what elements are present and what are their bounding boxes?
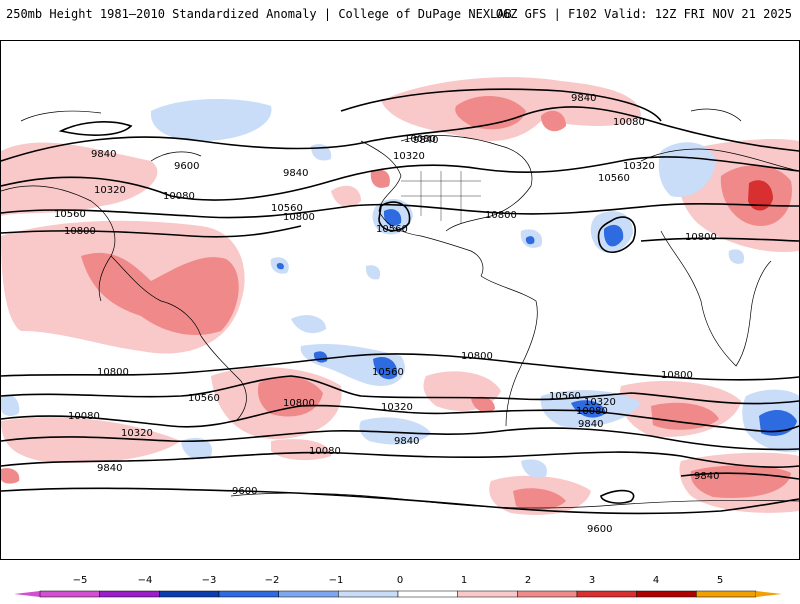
contour-label: 10080	[163, 191, 195, 202]
legend-ticks: −5 −4 −3 −2 −1 0 1 2 3 4 5	[73, 575, 724, 586]
contour-label: 10080	[576, 406, 608, 417]
contour-label: 9600	[232, 486, 257, 497]
contour-label: 9840	[91, 149, 116, 160]
height-contours	[1, 88, 799, 515]
header: 250mb Height 1981–2010 Standardized Anom…	[0, 0, 800, 26]
legend-boxes	[39, 590, 757, 598]
legend-color-box	[576, 590, 637, 598]
contour-label: 9600	[174, 161, 199, 172]
contour-label: 9840	[571, 93, 596, 104]
legend-color-box	[517, 590, 578, 598]
legend-color-box	[636, 590, 697, 598]
legend-tick-label: −4	[138, 575, 153, 586]
legend-color-box	[39, 590, 100, 598]
contour-label: 10320	[381, 402, 413, 413]
map-title: 250mb Height 1981–2010 Standardized Anom…	[6, 7, 512, 21]
legend-tick-label: −2	[265, 575, 280, 586]
legend-tick-label: 4	[653, 575, 659, 586]
legend-color-box	[278, 590, 339, 598]
contour-label: 10800	[685, 232, 717, 243]
legend-arrow-left	[14, 591, 40, 597]
model-run-info: 06Z GFS | F102 Valid: 12Z FRI NOV 21 202…	[495, 7, 792, 21]
contour-labels: 9840 10080 10320 9840 9600 10320 10080 9…	[54, 93, 719, 535]
contour-label: 10800	[283, 398, 315, 409]
legend-color-box	[457, 590, 518, 598]
contour-label: 10560	[188, 393, 220, 404]
legend-tick-label: −1	[329, 575, 344, 586]
contour-label: 10800	[461, 351, 493, 362]
contour-label: 9840	[578, 419, 603, 430]
anomaly-map: 9840 10080 10320 9840 9600 10320 10080 9…	[1, 77, 799, 535]
contour-label: 10560	[376, 224, 408, 235]
contour-label: 9600	[587, 524, 612, 535]
legend-arrow-right	[756, 591, 782, 597]
contour-label: 10560	[549, 391, 581, 402]
contour-label: 9840	[413, 135, 438, 146]
legend-color-box	[99, 590, 160, 598]
contour-label: 10800	[661, 370, 693, 381]
legend-tick-label: 1	[461, 575, 467, 586]
contour-label: 9840	[394, 436, 419, 447]
map-panel: 9840 10080 10320 9840 9600 10320 10080 9…	[0, 40, 800, 560]
legend-tick-label: 0	[397, 575, 403, 586]
color-legend: −5 −4 −3 −2 −1 0 1 2 3 4 5	[0, 570, 800, 600]
positive-anomaly-shading	[1, 77, 799, 515]
contour-label: 10320	[584, 397, 616, 408]
contour-label: 9840	[97, 463, 122, 474]
contour-label: 10560	[598, 173, 630, 184]
legend-color-box	[159, 590, 220, 598]
contour-label: 10320	[94, 185, 126, 196]
contour-label: 10800	[97, 367, 129, 378]
legend-tick-label: −3	[202, 575, 217, 586]
state-borders	[401, 171, 481, 223]
contour-label: 9840	[283, 168, 308, 179]
contour-label: 10560	[372, 367, 404, 378]
legend-color-box	[218, 590, 279, 598]
contour-label: 10800	[283, 212, 315, 223]
legend-tick-label: 3	[589, 575, 595, 586]
legend-tick-label: 5	[717, 575, 723, 586]
legend-tick-label: −5	[73, 575, 88, 586]
legend-tick-label: 2	[525, 575, 531, 586]
legend-color-box	[338, 590, 399, 598]
contour-label: 10080	[68, 411, 100, 422]
contour-label: 10560	[271, 203, 303, 214]
legend-bar: −5 −4 −3 −2 −1 0 1 2 3 4 5	[14, 575, 782, 598]
contour-label: 10320	[393, 151, 425, 162]
contour-label: 10800	[485, 210, 517, 221]
contour-label: 10560	[54, 209, 86, 220]
negative-anomaly-shading	[1, 99, 799, 478]
contour-label: 10320	[121, 428, 153, 439]
contour-label: 9840	[694, 471, 719, 482]
legend-color-box	[397, 590, 458, 598]
legend-color-box	[696, 590, 757, 598]
contour-label: 10080	[613, 117, 645, 128]
contour-label: 10080	[309, 446, 341, 457]
contour-label: 10320	[623, 161, 655, 172]
contour-label: 10800	[64, 226, 96, 237]
contour-label: 10080	[404, 134, 436, 145]
